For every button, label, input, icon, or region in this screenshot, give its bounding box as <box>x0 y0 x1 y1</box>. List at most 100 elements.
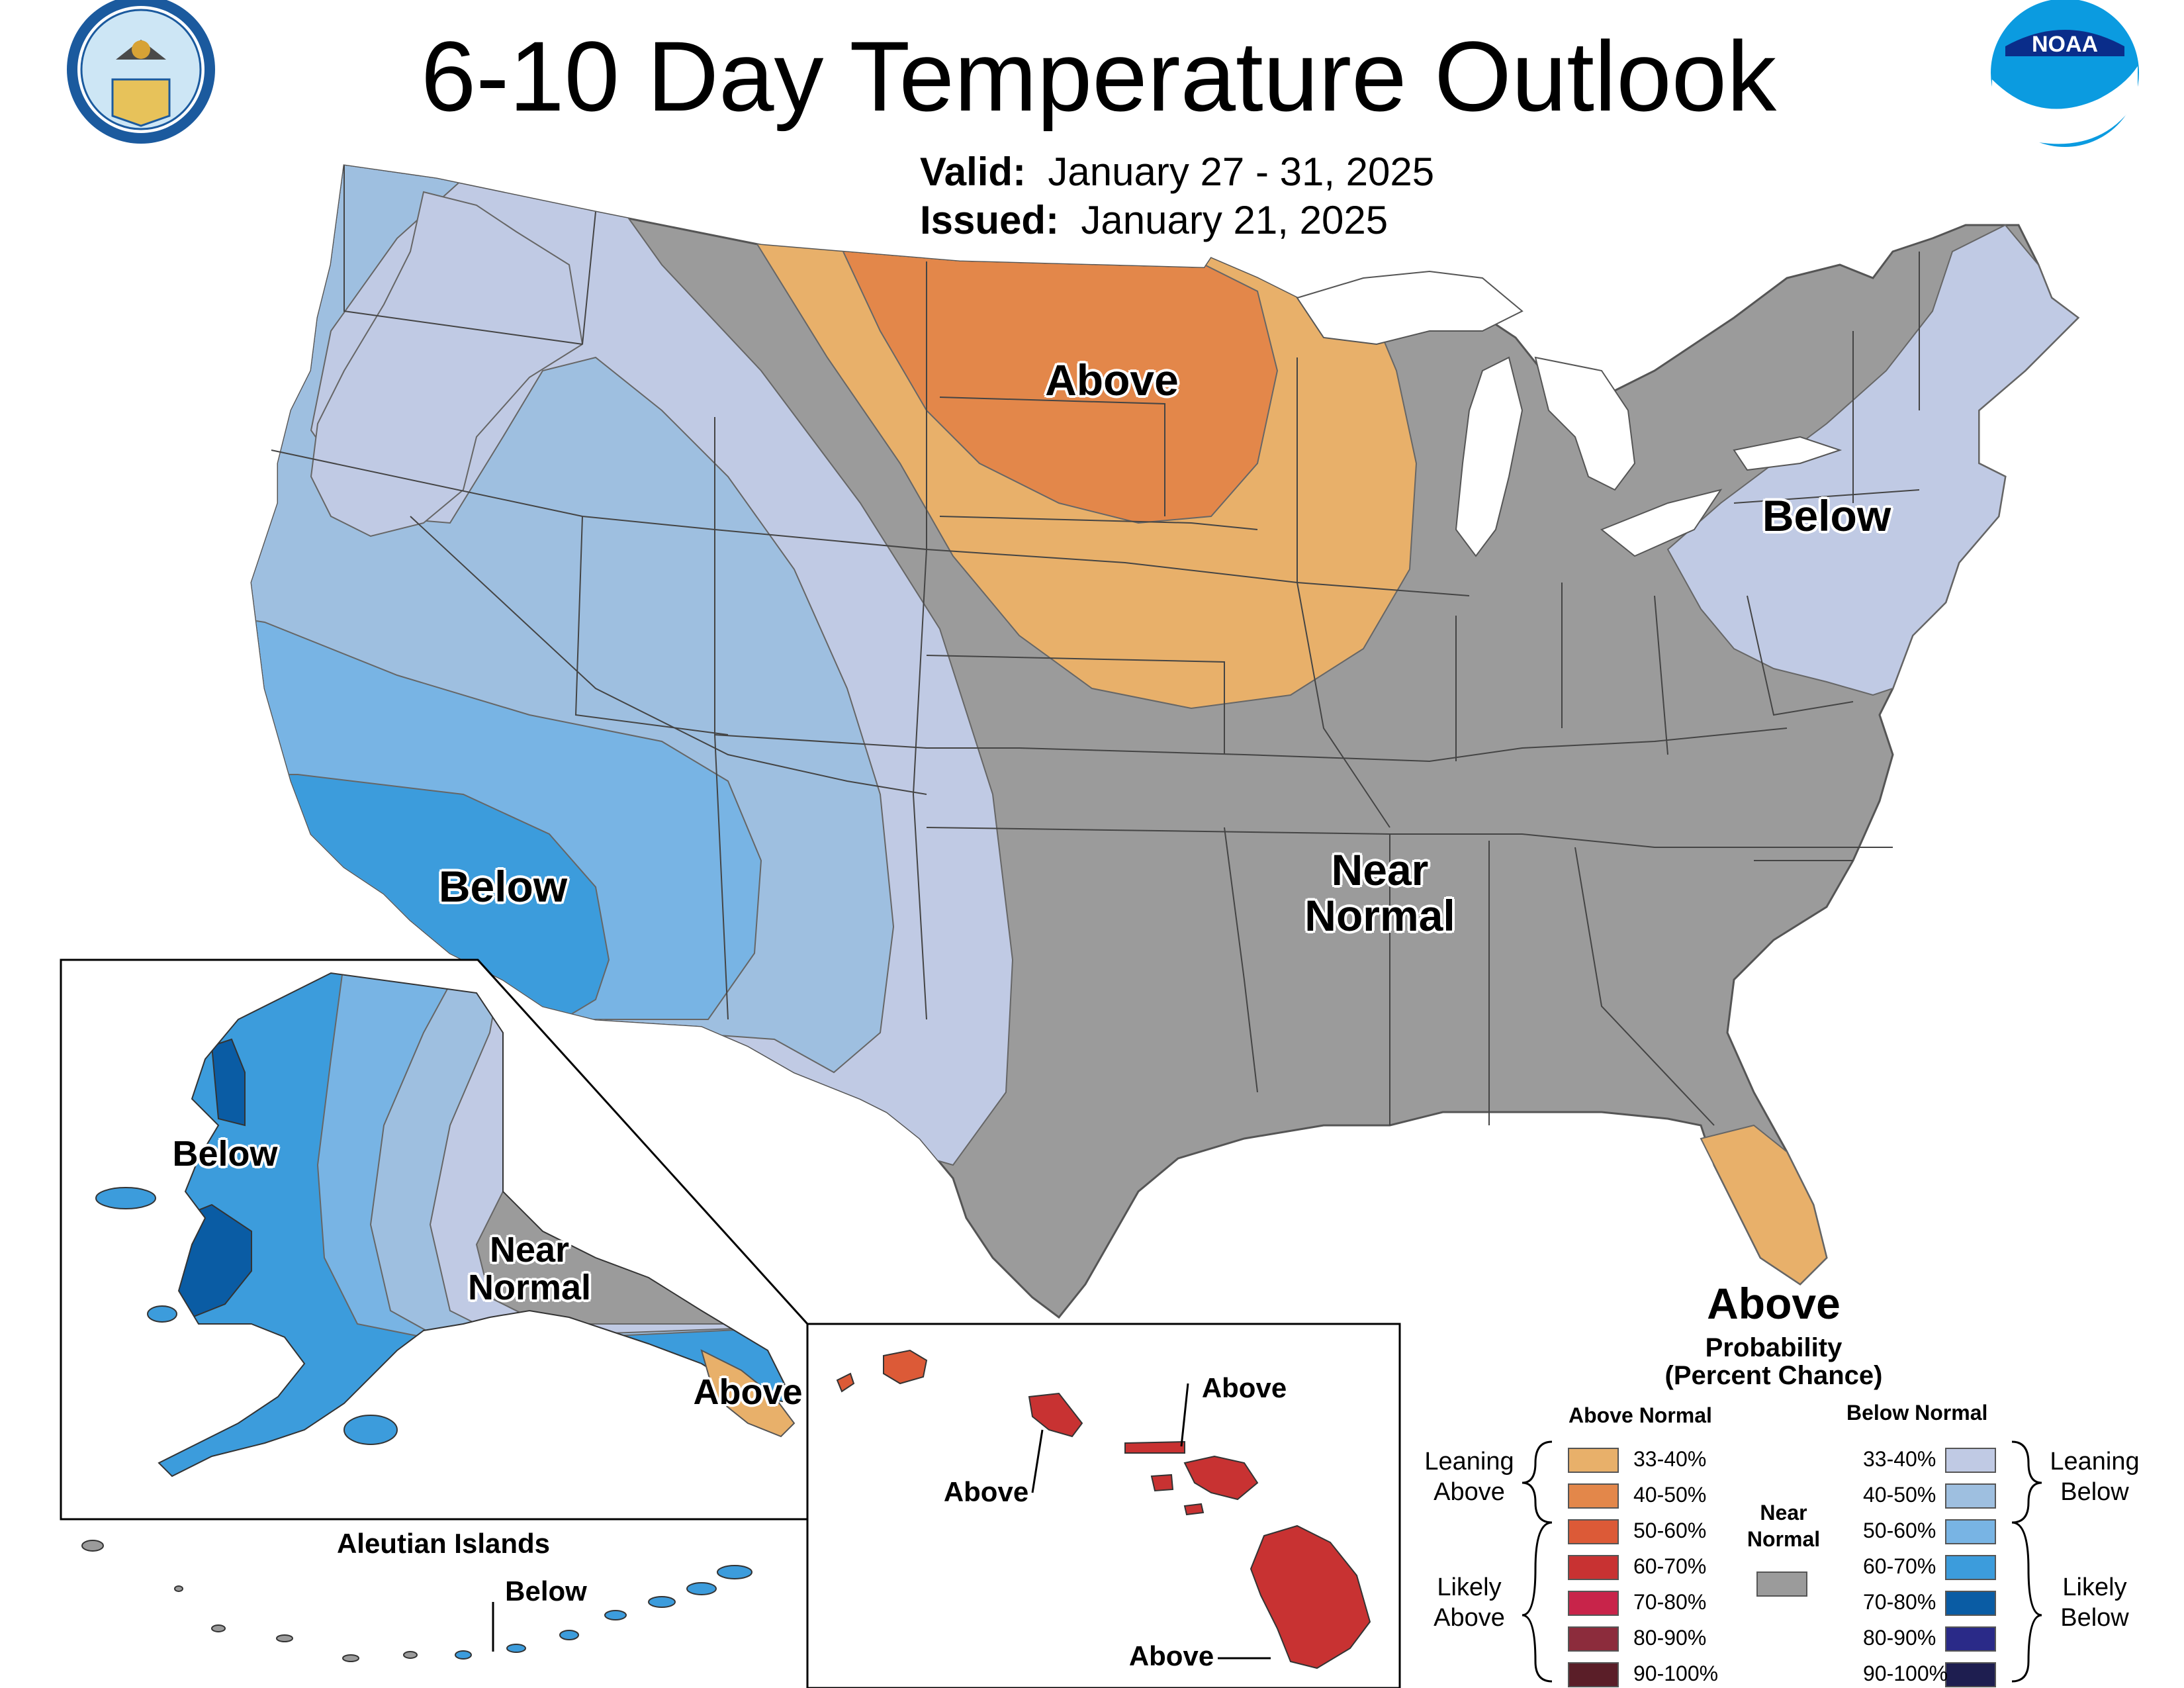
legend-subtitle-line1: Probability <box>1705 1333 1843 1362</box>
legend-below-range-0: 33-40% <box>1863 1447 1936 1471</box>
legend-below-range-2: 50-60% <box>1863 1519 1936 1542</box>
conus-below-33-40-nw <box>310 191 584 538</box>
conus-below-west-label: Below <box>438 862 568 911</box>
issued-label: Issued: <box>920 198 1060 242</box>
aleutian-below-label: Below <box>505 1575 587 1607</box>
ak-below-label: Below <box>172 1134 278 1174</box>
big-island <box>1250 1524 1371 1669</box>
legend-above-range-1: 40-50% <box>1633 1483 1707 1507</box>
legend-near-line1: Near <box>1760 1501 1807 1524</box>
legend-likely-above: Likely Above <box>1416 1572 1522 1633</box>
noaa-text: NOAA <box>2031 32 2099 57</box>
lanai <box>1150 1474 1174 1492</box>
legend-leaning-below-line2: Below <box>2060 1478 2129 1506</box>
legend-above-swatch-6 <box>1568 1662 1619 1687</box>
ak-near-line1: Near <box>489 1230 570 1270</box>
conus-near-line2: Normal <box>1304 891 1455 941</box>
legend-below-swatch-4 <box>1945 1591 1996 1616</box>
ak-panhandle-above <box>700 1349 796 1438</box>
legend-swatches <box>1568 1448 1996 1687</box>
commerce-seal <box>67 0 215 144</box>
aleutian-islands <box>81 1540 752 1662</box>
valid-value: January 27 - 31, 2025 <box>1048 150 1435 194</box>
legend-below-swatch-3 <box>1945 1555 1996 1580</box>
legend-braces <box>1522 1440 2042 1683</box>
conus-near-normal-label: Near Normal <box>1271 847 1489 939</box>
legend-likely-below-line2: Below <box>2060 1604 2129 1632</box>
state-borders <box>271 165 1920 1126</box>
nunivak-island <box>147 1305 177 1323</box>
hi-above-label-big-island: Above <box>1128 1640 1214 1671</box>
legend-below-swatch-5 <box>1945 1626 1996 1652</box>
kahoolawe <box>1183 1503 1205 1516</box>
niihau <box>836 1372 855 1393</box>
legend-below-swatch-0 <box>1945 1448 1996 1473</box>
legend-title: Above <box>1707 1279 1841 1328</box>
legend-above-swatch-5 <box>1568 1626 1619 1652</box>
ak-coastline <box>158 972 796 1477</box>
ak-near-line2: Normal <box>467 1267 592 1307</box>
conus-below-east-label: Below <box>1762 491 1891 540</box>
florida-above-33-40 <box>1700 1124 1828 1286</box>
molokai <box>1124 1440 1185 1454</box>
issued-date: Issued: January 21, 2025 <box>920 197 1388 244</box>
legend-likely-below-line1: Likely <box>2062 1573 2127 1601</box>
maui <box>1183 1455 1259 1501</box>
conus-near-line1: Near <box>1331 845 1429 894</box>
legend-above-range-4: 70-80% <box>1633 1590 1707 1614</box>
legend-likely-above-line1: Likely <box>1437 1573 1502 1601</box>
legend-above-swatch-0 <box>1568 1448 1619 1473</box>
legend-above-range-0: 33-40% <box>1633 1447 1707 1471</box>
legend-below-range-5: 80-90% <box>1863 1626 1936 1650</box>
legend-leaning-above-line1: Leaning <box>1424 1448 1514 1476</box>
legend-near-normal-swatch <box>1756 1571 1807 1597</box>
legend-below-range-4: 70-80% <box>1863 1590 1936 1614</box>
legend-above-swatch-2 <box>1568 1519 1619 1544</box>
legend-below-range-6: 90-100% <box>1863 1662 1948 1685</box>
kodiak-island <box>343 1415 398 1445</box>
valid-date: Valid: January 27 - 31, 2025 <box>920 149 1434 195</box>
legend-below-swatch-2 <box>1945 1519 1996 1544</box>
legend-above-range-5: 80-90% <box>1633 1626 1707 1650</box>
northeast-below-33-40 <box>1666 224 2079 696</box>
legend-above-range-3: 60-70% <box>1633 1554 1707 1578</box>
great-lakes <box>1296 270 1843 557</box>
st-lawrence-island <box>95 1187 156 1209</box>
hawaii-leader-lines <box>1031 1383 1271 1660</box>
noaa-logo <box>1991 0 2139 147</box>
issued-value: January 21, 2025 <box>1081 198 1388 242</box>
valid-label: Valid: <box>920 150 1026 194</box>
ak-below-70-80-north <box>210 1038 246 1127</box>
hi-above-label-maui: Above <box>1201 1372 1287 1403</box>
legend-above-swatch-4 <box>1568 1591 1619 1616</box>
legend-above-range-2: 50-60% <box>1633 1519 1707 1542</box>
legend-leaning-below: Leaning Below <box>2042 1446 2148 1507</box>
legend-above-header: Above Normal <box>1569 1403 1712 1427</box>
legend-below-header: Below Normal <box>1846 1401 1988 1425</box>
page-title: 6-10 Day Temperature Outlook <box>420 21 1777 132</box>
legend-above-range-6: 90-100% <box>1633 1662 1719 1685</box>
legend-near-normal-label: Near Normal <box>1734 1499 1833 1552</box>
legend-likely-above-line2: Above <box>1433 1604 1505 1632</box>
legend-leaning-above-line2: Above <box>1433 1478 1505 1506</box>
legend-below-swatch-6 <box>1945 1662 1996 1687</box>
legend-leaning-below-line1: Leaning <box>2050 1448 2140 1476</box>
legend-subtitle-line2: (Percent Chance) <box>1664 1361 1883 1390</box>
legend-below-range-1: 40-50% <box>1863 1483 1936 1507</box>
conus-above-label: Above <box>1045 355 1179 404</box>
ak-above-label: Above <box>693 1372 803 1412</box>
aleutian-title: Aleutian Islands <box>336 1528 551 1559</box>
legend-below-range-3: 60-70% <box>1863 1554 1936 1578</box>
oahu <box>1028 1392 1083 1438</box>
kauai <box>883 1349 928 1385</box>
legend-likely-below: Likely Below <box>2042 1572 2148 1633</box>
legend-near-line2: Normal <box>1747 1527 1821 1551</box>
legend-subtitle: Probability (Percent Chance) <box>1608 1334 1939 1389</box>
legend-below-swatch-1 <box>1945 1483 1996 1509</box>
hawaii-inset <box>806 1323 1401 1688</box>
hi-above-label-oahu: Above <box>943 1476 1029 1507</box>
legend-above-swatch-3 <box>1568 1555 1619 1580</box>
ak-near-normal-label: Near Normal <box>450 1231 609 1306</box>
